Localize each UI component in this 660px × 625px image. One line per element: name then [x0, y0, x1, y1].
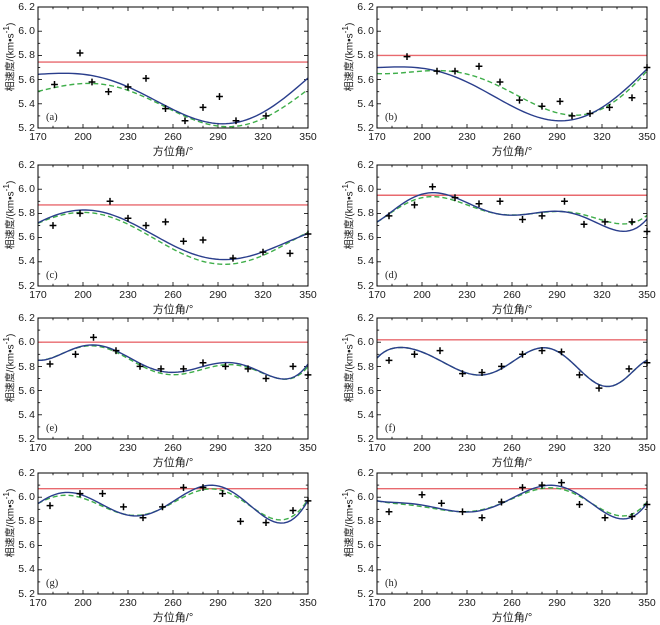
svg-text:(f): (f)	[385, 423, 396, 434]
svg-text:(b): (b)	[385, 112, 398, 123]
svg-text:(a): (a)	[46, 112, 58, 123]
svg-text:(c): (c)	[46, 270, 58, 281]
svg-text:(g): (g)	[46, 578, 59, 589]
svg-text:(e): (e)	[46, 423, 58, 434]
svg-text:(h): (h)	[385, 578, 398, 589]
svg-text:(d): (d)	[385, 270, 398, 281]
